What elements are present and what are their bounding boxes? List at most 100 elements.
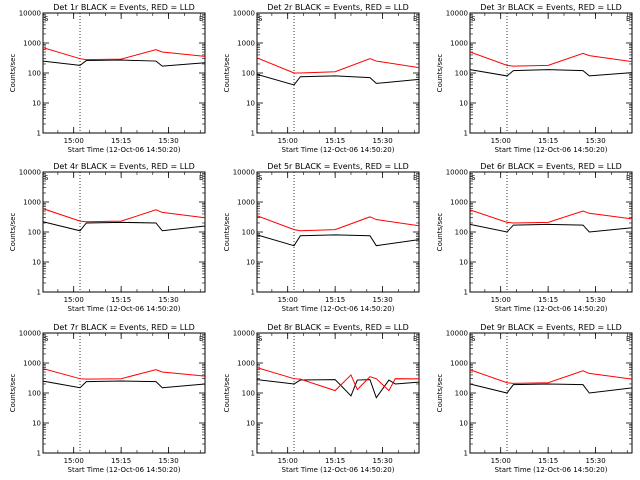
panel-title: Det 2r BLACK = Events, RED = LLD [267, 3, 409, 12]
marker-s: S [44, 174, 49, 182]
panel-title: Det 4r BLACK = Events, RED = LLD [53, 162, 195, 171]
y-tick-label: 10000 [446, 10, 468, 18]
series-line-lld [43, 208, 205, 223]
y-tick-label: 10000 [446, 169, 468, 177]
panel-title: Det 1r BLACK = Events, RED = LLD [53, 3, 195, 12]
y-axis-label: Counts/sec [223, 213, 231, 252]
y-tick-label: 10000 [19, 169, 41, 177]
y-tick-label: 10 [32, 100, 41, 108]
y-tick-label: 1 [37, 130, 41, 138]
x-tick-label: 15:00 [278, 137, 298, 145]
y-tick-label: 10 [459, 100, 468, 108]
panel-6: Det 6r BLACK = Events, RED = LLD 1 10 100 10… [436, 162, 633, 313]
y-tick-label: 1 [37, 450, 41, 458]
marker-e: E [626, 174, 630, 182]
series-line-lld [470, 209, 632, 224]
marker-e: E [199, 335, 203, 343]
y-tick-label: 100 [28, 70, 41, 78]
series-line-lld [257, 57, 419, 74]
series-line-lld [470, 369, 632, 384]
y-axis-label: Counts/sec [436, 54, 444, 93]
y-tick-label: 1 [251, 289, 255, 297]
marker-e: E [413, 174, 417, 182]
x-tick-label: 15:30 [586, 457, 606, 465]
y-tick-label: 1 [251, 450, 255, 458]
y-tick-label: 1 [37, 289, 41, 297]
y-tick-label: 1 [464, 289, 468, 297]
x-axis-label: Start Time (12-Oct-06 14:50:20) [495, 466, 608, 474]
series-line-lld [470, 51, 632, 67]
x-axis-label: Start Time (12-Oct-06 14:50:20) [282, 146, 395, 154]
y-tick-label: 100 [242, 390, 255, 398]
y-tick-label: 1000 [237, 40, 255, 48]
y-tick-label: 1000 [450, 40, 468, 48]
series-line-lld [257, 215, 419, 232]
x-tick-label: 15:00 [491, 457, 511, 465]
x-tick-label: 15:15 [538, 457, 558, 465]
y-axis-label: Counts/sec [223, 54, 231, 93]
x-tick-label: 15:30 [373, 296, 393, 304]
y-tick-label: 10000 [19, 330, 41, 338]
x-axis-label: Start Time (12-Oct-06 14:50:20) [68, 466, 181, 474]
x-axis-label: Start Time (12-Oct-06 14:50:20) [282, 305, 395, 313]
y-tick-label: 1000 [237, 360, 255, 368]
x-axis-label: Start Time (12-Oct-06 14:50:20) [68, 146, 181, 154]
series-line-events [257, 379, 419, 399]
panel-title: Det 5r BLACK = Events, RED = LLD [267, 162, 409, 171]
panel-7: Det 7r BLACK = Events, RED = LLD 1 10 100 10… [9, 323, 206, 474]
series-line-events [470, 69, 632, 77]
y-tick-label: 100 [242, 70, 255, 78]
series-line-events [43, 380, 205, 389]
x-tick-label: 15:00 [64, 137, 84, 145]
x-tick-label: 15:00 [491, 296, 511, 304]
marker-s: S [44, 15, 49, 23]
y-tick-label: 10000 [233, 169, 255, 177]
y-tick-label: 1000 [23, 40, 41, 48]
series-line-lld [257, 367, 419, 392]
panel-2: Det 2r BLACK = Events, RED = LLD 1 10 100 10… [223, 3, 420, 154]
x-tick-label: 15:00 [64, 296, 84, 304]
y-tick-label: 1000 [450, 199, 468, 207]
x-tick-label: 15:30 [586, 137, 606, 145]
y-tick-label: 100 [242, 229, 255, 237]
panel-title: Det 9r BLACK = Events, RED = LLD [480, 323, 622, 332]
series-line-events [43, 59, 205, 67]
y-axis-label: Counts/sec [9, 54, 17, 93]
y-tick-label: 1000 [23, 199, 41, 207]
marker-e: E [413, 15, 417, 23]
x-tick-label: 15:30 [159, 296, 179, 304]
x-tick-label: 15:15 [111, 296, 131, 304]
panel-title: Det 7r BLACK = Events, RED = LLD [53, 323, 195, 332]
x-tick-label: 15:15 [325, 296, 345, 304]
y-axis-label: Counts/sec [436, 374, 444, 413]
x-tick-label: 15:00 [278, 296, 298, 304]
y-axis-label: Counts/sec [436, 213, 444, 252]
x-axis-label: Start Time (12-Oct-06 14:50:20) [68, 305, 181, 313]
marker-e: E [413, 335, 417, 343]
y-tick-label: 10 [32, 420, 41, 428]
y-tick-label: 100 [455, 229, 468, 237]
y-tick-label: 1000 [237, 199, 255, 207]
x-tick-label: 15:15 [538, 296, 558, 304]
marker-s: S [44, 335, 49, 343]
marker-e: E [626, 335, 630, 343]
y-tick-label: 10000 [233, 330, 255, 338]
marker-e: E [199, 15, 203, 23]
x-tick-label: 15:15 [538, 137, 558, 145]
y-tick-label: 10000 [446, 330, 468, 338]
y-tick-label: 10 [246, 100, 255, 108]
y-tick-label: 1000 [23, 360, 41, 368]
panel-title: Det 8r BLACK = Events, RED = LLD [267, 323, 409, 332]
x-tick-label: 15:15 [111, 457, 131, 465]
y-tick-label: 10000 [19, 10, 41, 18]
panel-title: Det 6r BLACK = Events, RED = LLD [480, 162, 622, 171]
x-tick-label: 15:30 [159, 137, 179, 145]
x-tick-label: 15:30 [586, 296, 606, 304]
y-tick-label: 10 [246, 259, 255, 267]
series-line-lld [43, 47, 205, 61]
x-tick-label: 15:00 [278, 457, 298, 465]
x-axis-label: Start Time (12-Oct-06 14:50:20) [282, 466, 395, 474]
x-tick-label: 15:30 [373, 457, 393, 465]
